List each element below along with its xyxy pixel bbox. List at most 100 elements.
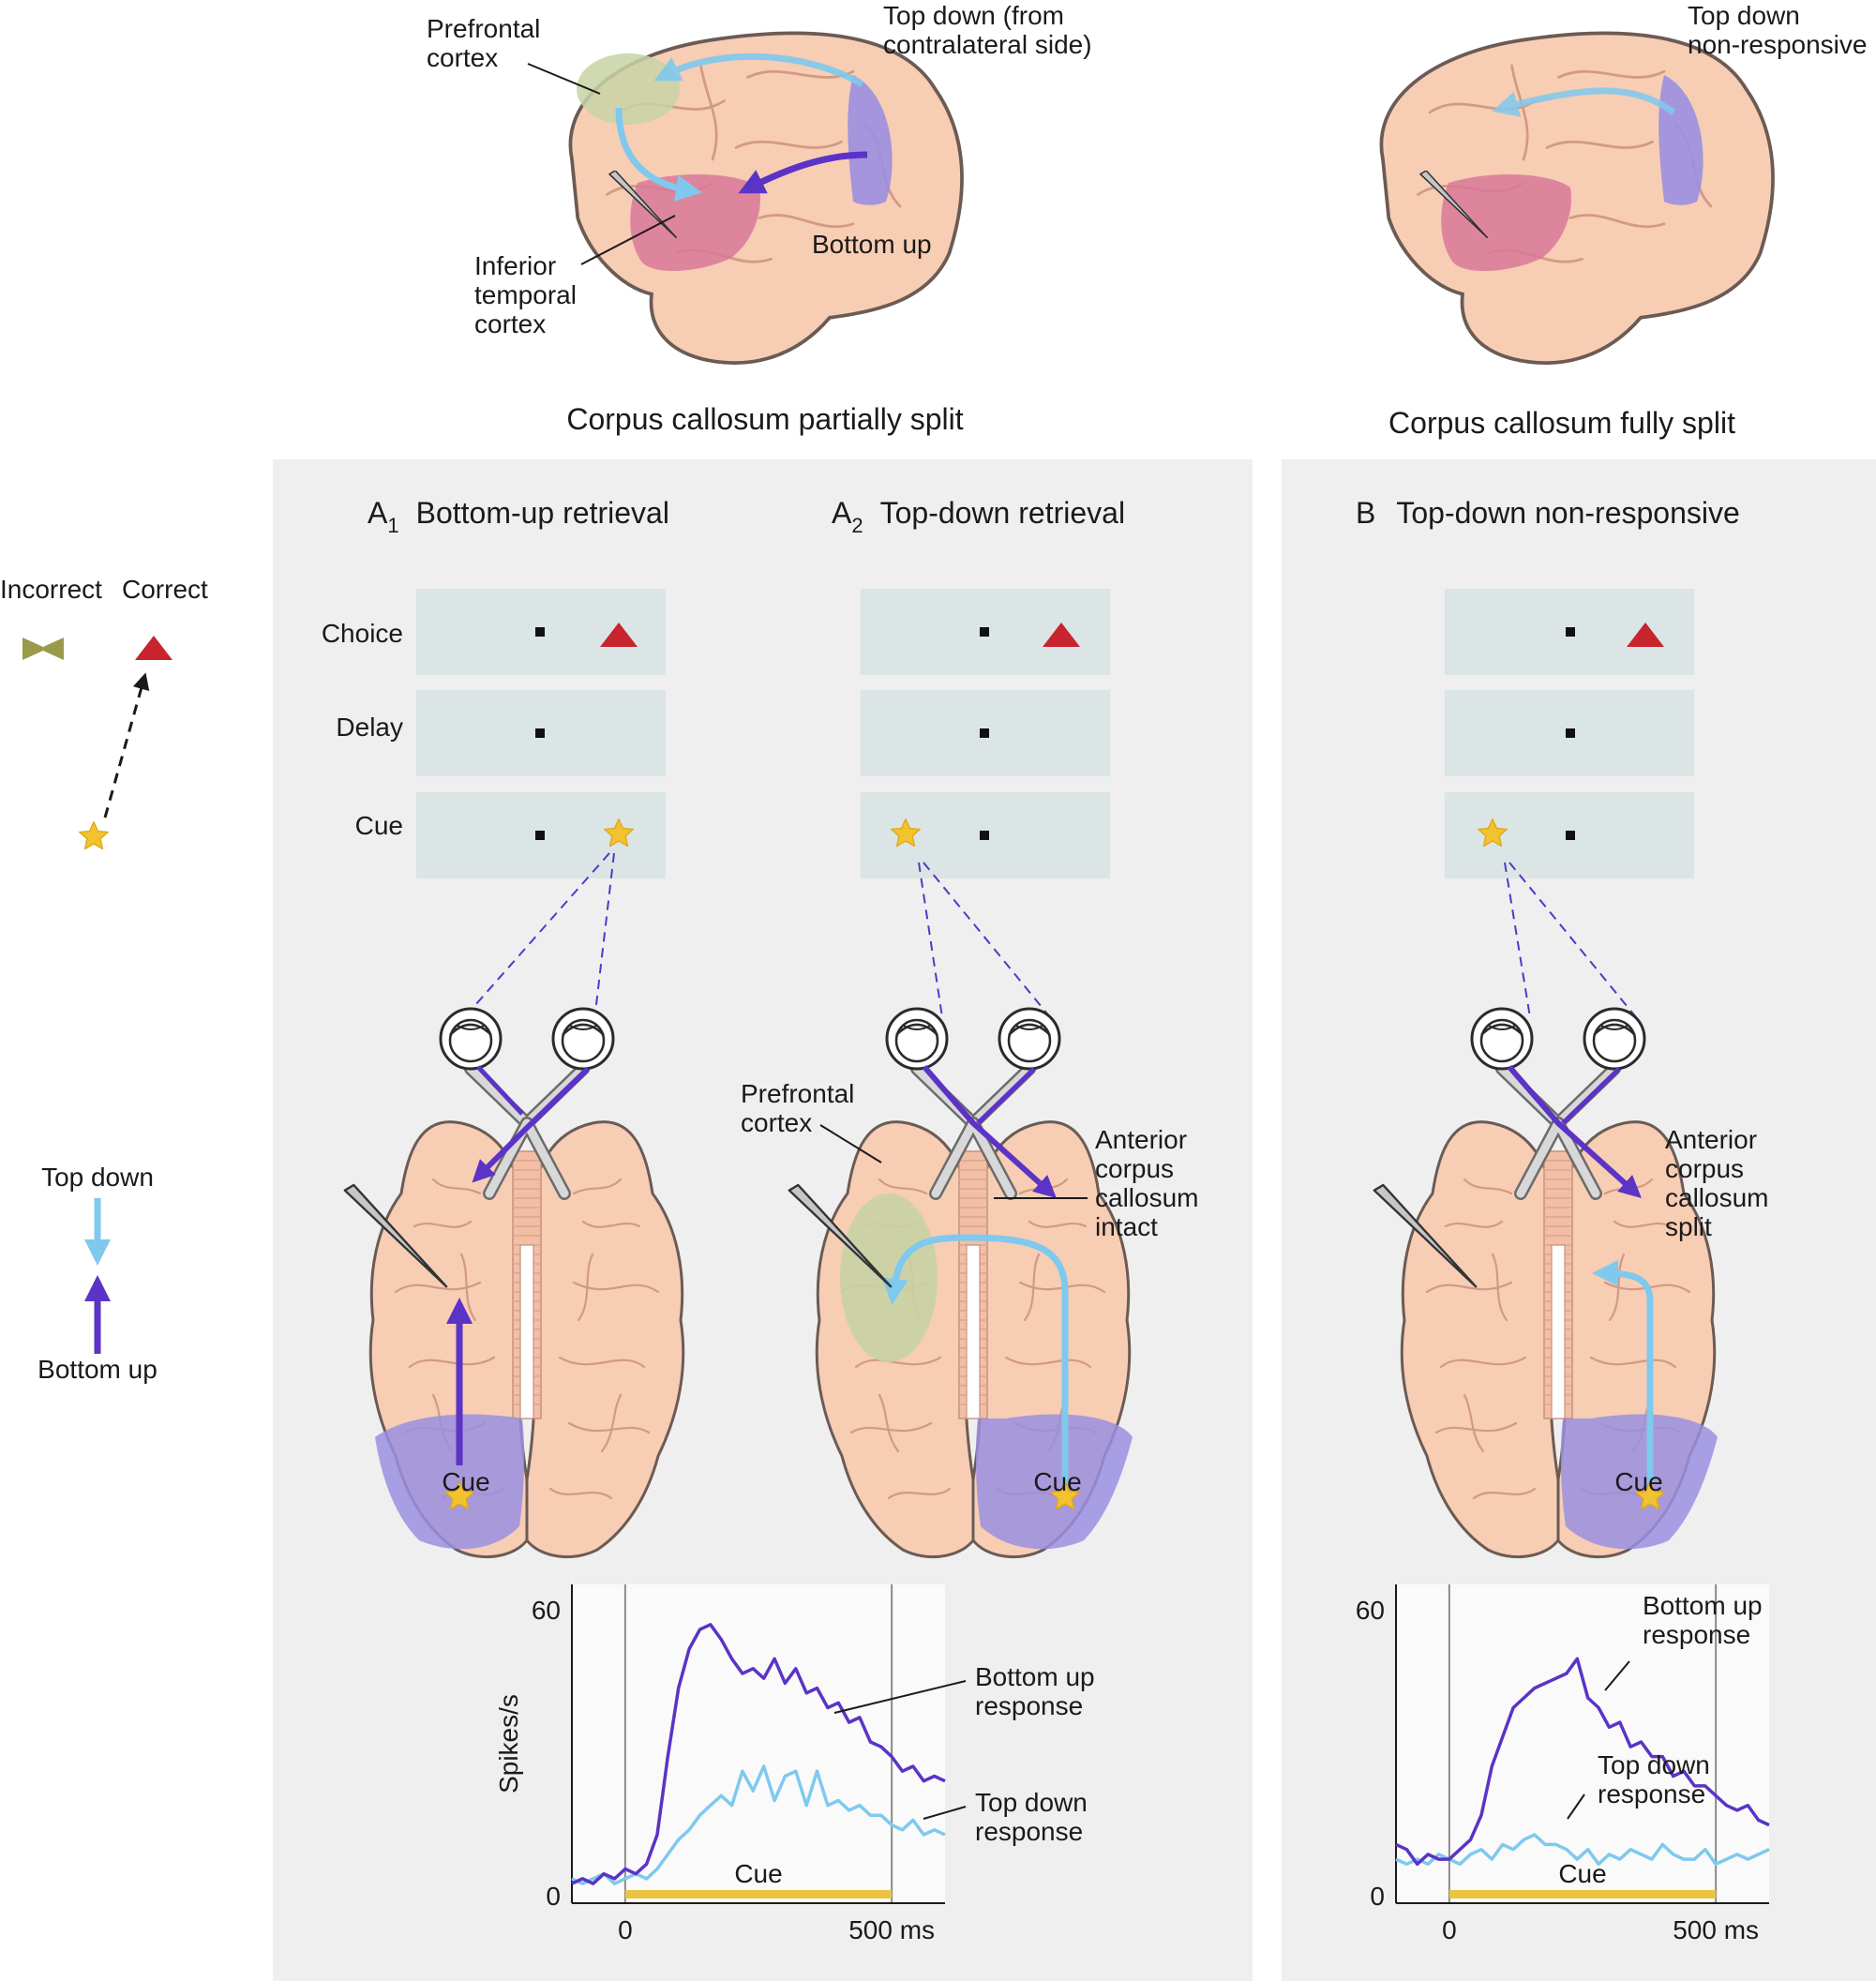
prefrontal-label: Prefrontal cortex: [741, 1079, 854, 1137]
bottom-up-pathway: [476, 1065, 524, 1116]
legend-bottom-up-label: Bottom up: [38, 1355, 158, 1384]
x-tick-label: 500 ms: [848, 1915, 935, 1944]
section-title-full: Corpus callosum fully split: [1388, 406, 1735, 440]
series-line-top-down-response: [1395, 1833, 1770, 1867]
star-icon: [79, 821, 109, 850]
bottom-up-pathway: [1561, 1067, 1621, 1125]
y-tick-label: 0: [546, 1882, 561, 1911]
top-down-non-responsive-label: Top down non-responsive: [1688, 1, 1867, 59]
section-title-partial: Corpus callosum partially split: [566, 402, 963, 436]
fixation-point: [535, 627, 545, 637]
bottom-up-label: Bottom up: [812, 230, 932, 259]
task-screens-b: [1445, 589, 1694, 1018]
cue-bar: [1448, 1890, 1717, 1898]
legend: Incorrect Correct Top down Bottom up: [0, 575, 208, 1384]
chart-partial-split: Cue Bottom up response Top down response 0 60 0…: [494, 1584, 1095, 1944]
fixation-point: [980, 627, 989, 637]
series-label: Bottom up response: [975, 1662, 1095, 1720]
visual-ray: [594, 852, 615, 1013]
fixation-point: [535, 728, 545, 738]
fixation-point: [980, 728, 989, 738]
bottom-up-pathway: [472, 1066, 591, 1183]
fixation-point: [980, 831, 989, 840]
series-line-bottom-up-response: [571, 1623, 946, 1885]
leader-line: [1604, 1660, 1630, 1691]
row-label-cue: Cue: [355, 811, 403, 840]
brain-a1: [343, 1009, 683, 1557]
inferior-temporal-label: Inferior temporal cortex: [474, 251, 577, 338]
inferior-temporal-region: [1441, 173, 1571, 272]
leader-line: [527, 63, 601, 95]
top-down-arrow: [1592, 1260, 1654, 1484]
plot-area: [572, 1584, 945, 1903]
y-tick-label: 0: [1370, 1882, 1385, 1911]
visual-cortex-region: [375, 1414, 525, 1550]
cue-label: Cue: [1033, 1467, 1081, 1496]
panel-a2-title: A2 Top-down retrieval: [832, 496, 1125, 537]
legend-correct-label: Correct: [122, 575, 208, 604]
visual-cortex-region: [1560, 1414, 1718, 1550]
leader-line: [819, 1124, 882, 1163]
prefrontal-region: [577, 53, 680, 125]
panel-a1-title: A1 Bottom-up retrieval: [368, 496, 669, 537]
fixation-point: [1566, 831, 1575, 840]
top-down-arrow: [881, 1234, 1069, 1484]
lateral-brain-bottom-up: [568, 31, 964, 365]
top-down-label: Top down (from contralateral side): [883, 1, 1092, 59]
leader-line: [1567, 1793, 1585, 1820]
legend-incorrect-label: Incorrect: [0, 575, 102, 604]
cue-bar-label: Cue: [734, 1859, 782, 1888]
leader-line: [833, 1680, 967, 1714]
series-line-bottom-up-response: [1395, 1657, 1770, 1867]
task-screens-a2: [861, 589, 1110, 1018]
x-tick-label: 0: [1442, 1915, 1457, 1944]
split-label: Anterior corpus callosum split: [1665, 1125, 1768, 1241]
lateral-brain-non-responsive: [1379, 31, 1775, 365]
visual-ray: [1508, 862, 1637, 1018]
brain-b: [1373, 1009, 1718, 1557]
top-down-arrow: [615, 107, 702, 202]
prefrontal-region: [840, 1193, 938, 1362]
fixation-point: [1566, 627, 1575, 637]
brain-a2: [788, 1009, 1133, 1557]
cue-label: Cue: [1614, 1467, 1662, 1496]
x-tick-label: 0: [618, 1915, 633, 1944]
leader-line: [923, 1806, 967, 1820]
bottom-up-arrow: [738, 151, 868, 194]
inferior-temporal-region: [630, 173, 760, 272]
visual-cortex-region: [975, 1414, 1133, 1550]
triangle-icon: [135, 636, 173, 660]
bowtie-icon: [23, 638, 64, 660]
x-tick-label: 500 ms: [1673, 1915, 1759, 1944]
intact-label: Anterior corpus callosum intact: [1095, 1125, 1198, 1241]
visual-cortex-region: [848, 75, 893, 205]
series-label: Bottom up response: [1643, 1591, 1763, 1649]
y-tick-label: 60: [1356, 1596, 1385, 1625]
top-down-arrow: [1492, 87, 1676, 117]
visual-ray: [468, 852, 610, 1013]
bottom-up-pathway: [976, 1067, 1036, 1125]
row-label-delay: Delay: [336, 713, 403, 742]
panel-b-title: B Top-down non-responsive: [1356, 496, 1740, 530]
top-down-arrow: [653, 53, 864, 88]
prefrontal-label: Prefrontal cortex: [427, 14, 540, 72]
task-screens-a1: Choice Delay Cue: [322, 589, 666, 1013]
visual-ray: [1504, 862, 1531, 1018]
cue-bar: [624, 1890, 893, 1898]
y-axis-label: Spikes/s: [494, 1694, 523, 1793]
series-label: Top down response: [975, 1788, 1088, 1846]
dashed-arrow: [103, 672, 150, 818]
bottom-up-pathway: [922, 1065, 1057, 1199]
visual-ray: [923, 862, 1051, 1018]
bottom-up-pathway: [1507, 1065, 1642, 1199]
cue-label: Cue: [442, 1467, 489, 1496]
legend-top-down-label: Top down: [41, 1163, 154, 1192]
visual-ray: [918, 862, 943, 1018]
leader-line: [580, 215, 676, 265]
fixation-point: [1566, 728, 1575, 738]
row-label-choice: Choice: [322, 619, 403, 648]
y-tick-label: 60: [532, 1596, 561, 1625]
series-label: Top down response: [1598, 1750, 1710, 1808]
